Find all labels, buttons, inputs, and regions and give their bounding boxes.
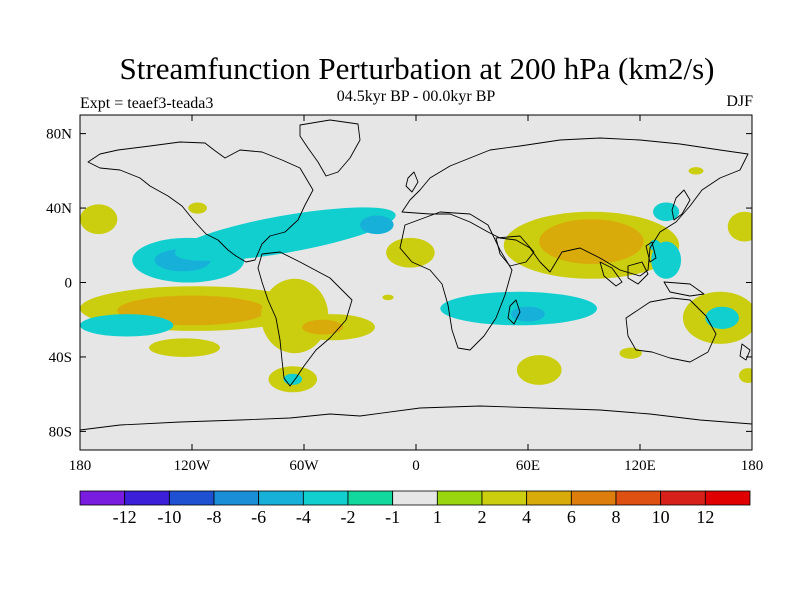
colorbar-swatch-5 bbox=[302, 490, 349, 506]
colorbar-swatch-0 bbox=[79, 490, 126, 506]
chart-title: Streamfunction Perturbation at 200 hPa (… bbox=[119, 51, 715, 86]
coastline-south-america bbox=[257, 251, 353, 387]
coastline-layer bbox=[80, 119, 752, 431]
contour-region-22 bbox=[283, 373, 303, 385]
contour-region-5 bbox=[188, 202, 207, 214]
coastline-new-guinea bbox=[663, 281, 705, 297]
contour-region-28 bbox=[688, 167, 704, 175]
colorbar-label: -10 bbox=[157, 507, 181, 527]
contour-fill-layer bbox=[80, 167, 752, 393]
colorbar: -12 -10 -8 -6 -4 -2 -1 1 2 4 6 8 10 12 bbox=[79, 490, 751, 527]
x-tick-label: 120E bbox=[624, 458, 656, 474]
colorbar-label: 1 bbox=[433, 507, 442, 527]
coastline-arabia bbox=[495, 235, 535, 267]
coastline-sumatra bbox=[599, 261, 623, 287]
colorbar-label: -6 bbox=[251, 507, 266, 527]
colorbar-label: 6 bbox=[567, 507, 576, 527]
coastline-madagascar bbox=[507, 299, 521, 325]
colorbar-label: -4 bbox=[296, 507, 311, 527]
colorbar-swatch-4 bbox=[258, 490, 304, 506]
colorbar-label: -8 bbox=[207, 507, 222, 527]
contour-region-2 bbox=[174, 207, 396, 261]
contour-region-26 bbox=[738, 368, 752, 383]
coastline-new-zealand bbox=[739, 343, 751, 361]
x-axis: 180 120W 60W 0 60E 120E 180 bbox=[69, 115, 764, 474]
contour-region-23 bbox=[516, 355, 562, 385]
colorbar-label: -1 bbox=[385, 507, 400, 527]
contour-region-25 bbox=[705, 306, 739, 330]
y-tick-label: 80N bbox=[46, 127, 72, 143]
y-tick-label: 40S bbox=[49, 350, 72, 366]
coastline-japan bbox=[671, 189, 691, 221]
contour-region-27 bbox=[619, 347, 642, 359]
colorbar-swatch-11 bbox=[570, 490, 617, 506]
colorbar-label: 8 bbox=[612, 507, 621, 527]
x-tick-label: 180 bbox=[741, 458, 764, 474]
x-tick-label: 180 bbox=[69, 458, 92, 474]
colorbar-swatch-9 bbox=[481, 490, 528, 506]
y-tick-label: 40N bbox=[46, 201, 72, 217]
contour-region-19 bbox=[80, 314, 174, 337]
contour-region-30 bbox=[649, 239, 661, 251]
x-tick-label: 60W bbox=[289, 458, 319, 474]
season-label: DJF bbox=[726, 93, 753, 110]
colorbar-swatch-8 bbox=[436, 490, 483, 506]
coastline-antarctica bbox=[80, 405, 752, 431]
x-tick-label: 120W bbox=[174, 458, 212, 474]
colorbar-label: -2 bbox=[341, 507, 356, 527]
contour-region-18 bbox=[302, 319, 344, 335]
colorbar-label: 12 bbox=[696, 507, 714, 527]
colorbar-swatch-7 bbox=[392, 490, 438, 506]
coastline-greenland bbox=[299, 119, 361, 177]
colorbar-swatch-10 bbox=[526, 490, 572, 506]
colorbar-swatch-13 bbox=[660, 490, 706, 506]
colorbar-swatch-12 bbox=[615, 490, 662, 506]
colorbar-swatch-6 bbox=[347, 490, 394, 506]
contour-region-4 bbox=[80, 204, 118, 235]
coastline-british-isles bbox=[405, 171, 419, 193]
coastline-borneo bbox=[627, 261, 649, 285]
colorbar-swatch-2 bbox=[168, 490, 215, 506]
contour-region-12 bbox=[653, 202, 680, 222]
x-tick-label: 60E bbox=[516, 458, 540, 474]
experiment-label: Expt = teaef3-teada3 bbox=[80, 95, 214, 112]
colorbar-label: 4 bbox=[522, 507, 531, 527]
coastline-philippines bbox=[645, 241, 657, 263]
contour-region-6 bbox=[386, 237, 435, 268]
coastline-africa bbox=[399, 211, 513, 351]
colorbar-swatch-3 bbox=[213, 490, 260, 506]
plot-background bbox=[80, 115, 752, 450]
coastline-north-america bbox=[87, 141, 314, 263]
colorbar-swatch-1 bbox=[124, 490, 170, 506]
coastline-eurasia bbox=[401, 137, 749, 277]
x-tick-label: 0 bbox=[412, 458, 420, 474]
contour-region-13 bbox=[727, 211, 752, 242]
contour-region-29 bbox=[382, 294, 394, 301]
contour-region-3 bbox=[360, 215, 394, 235]
y-axis: 80N 40N 0 40S 80S bbox=[46, 127, 752, 440]
coastline-australia bbox=[625, 297, 717, 363]
contour-region-11 bbox=[651, 241, 682, 279]
colorbar-label: 10 bbox=[652, 507, 670, 527]
colorbar-label: 2 bbox=[478, 507, 487, 527]
y-tick-label: 80S bbox=[49, 424, 72, 440]
contour-region-10 bbox=[539, 219, 644, 264]
colorbar-swatch-14 bbox=[704, 490, 751, 506]
contour-region-20 bbox=[149, 338, 221, 357]
colorbar-label: -12 bbox=[113, 507, 137, 527]
chart-subtitle: 04.5kyr BP - 00.0kyr BP bbox=[336, 88, 496, 105]
y-tick-label: 0 bbox=[65, 276, 73, 292]
